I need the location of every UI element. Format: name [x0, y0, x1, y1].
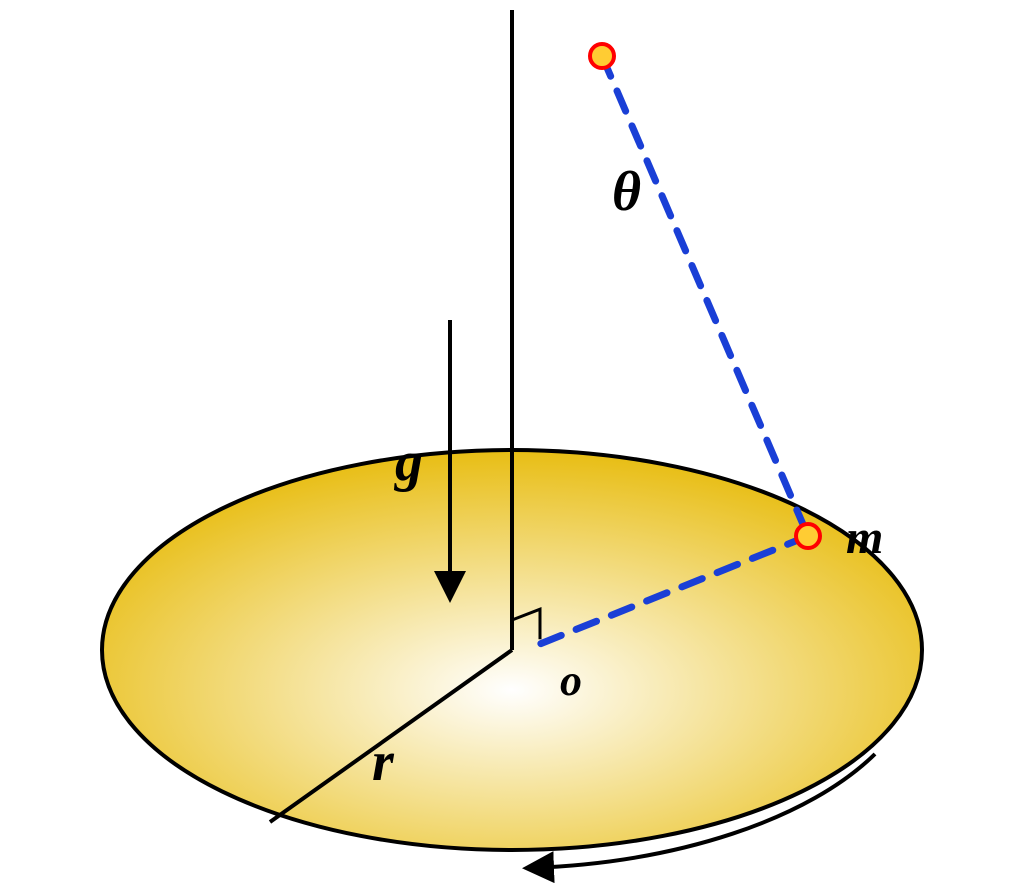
label-origin: o	[560, 655, 582, 706]
physics-diagram	[0, 0, 1024, 885]
label-theta: θ	[612, 160, 641, 224]
label-radius: r	[372, 730, 394, 794]
label-mass: m	[846, 510, 883, 565]
suspension-point-icon	[590, 44, 614, 68]
label-gravity: g	[395, 430, 423, 494]
mass-point-icon	[796, 524, 820, 548]
